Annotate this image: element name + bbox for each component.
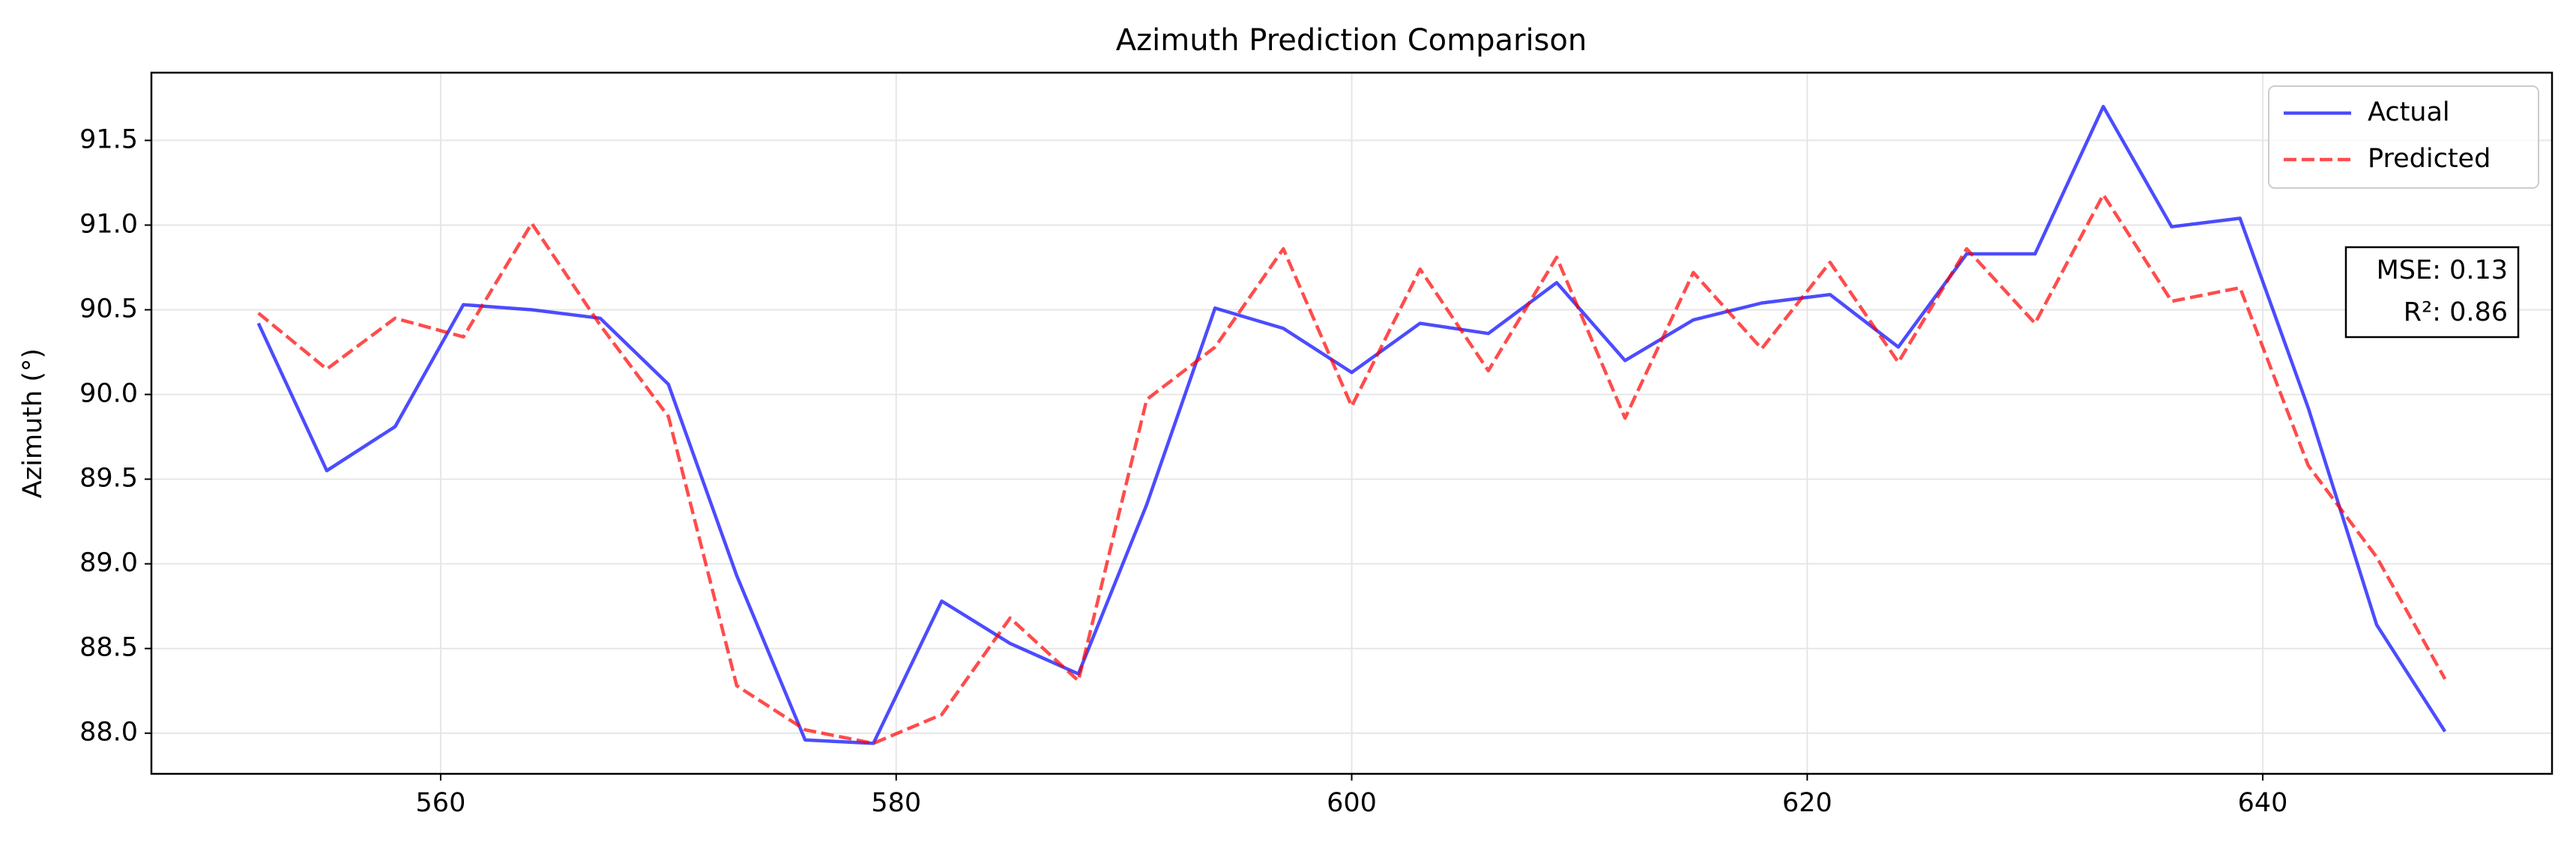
chart-title: Azimuth Prediction Comparison (1116, 23, 1587, 58)
y-tick-label: 90.5 (79, 294, 138, 324)
y-tick-label: 91.5 (79, 124, 138, 154)
x-tick-label: 640 (2238, 788, 2288, 818)
y-tick-label: 88.5 (79, 633, 138, 663)
annotation-text: MSE: 0.13 (2377, 255, 2508, 285)
y-tick-label: 90.0 (79, 379, 138, 409)
y-axis-label: Azimuth (°) (18, 348, 48, 498)
x-tick-label: 560 (416, 788, 466, 818)
y-tick-label: 88.0 (79, 718, 138, 748)
legend-label: Predicted (2368, 144, 2491, 174)
legend-label: Actual (2368, 97, 2450, 127)
x-tick-label: 600 (1327, 788, 1377, 818)
y-tick-label: 89.0 (79, 548, 138, 578)
plot-frame (150, 71, 2554, 775)
x-tick-label: 620 (1782, 788, 1833, 818)
series-line (256, 104, 2447, 745)
y-tick-label: 91.0 (79, 209, 138, 239)
annotation-box (2344, 246, 2520, 339)
y-tick-label: 89.5 (79, 464, 138, 494)
annotation-text: R²: 0.86 (2404, 297, 2508, 327)
x-tick-label: 580 (871, 788, 921, 818)
series-line (257, 193, 2447, 745)
